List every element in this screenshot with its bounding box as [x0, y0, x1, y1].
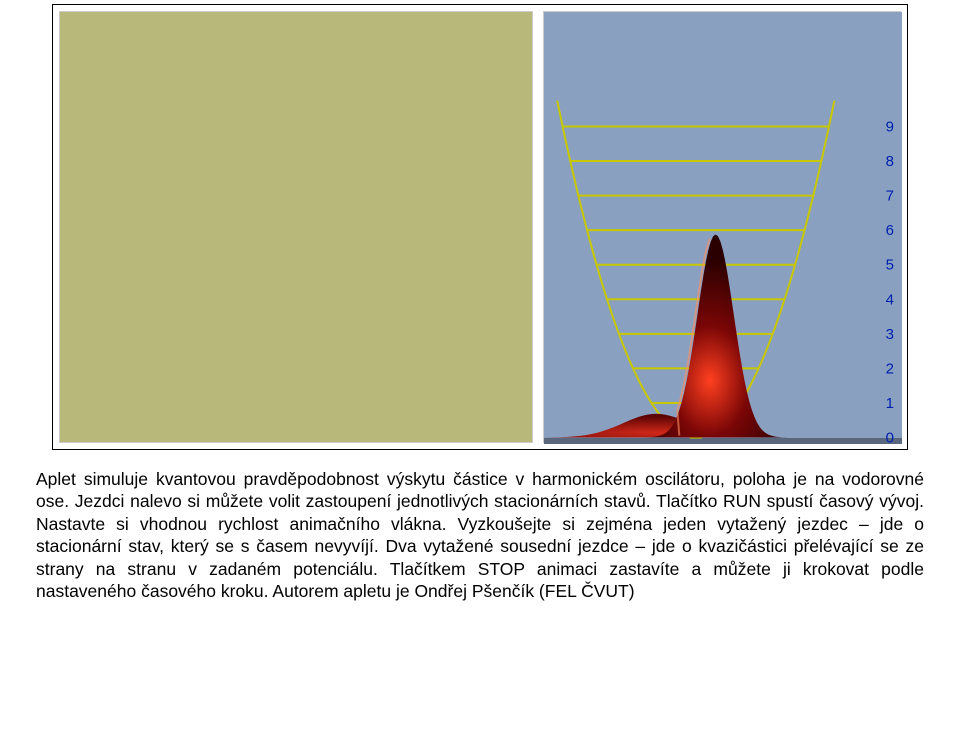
right-panel: 0 1 2 3 4 5 6 7 8 9: [543, 11, 901, 443]
axis-label: 8: [886, 153, 894, 170]
right-panel-canvas: 0 1 2 3 4 5 6 7 8 9: [544, 12, 902, 444]
axis-label: 7: [886, 188, 894, 205]
axis-label: 4: [886, 291, 894, 308]
panel-row: 0 1 2 3 4 5 6 7 8 9: [59, 11, 901, 443]
axis-label: 5: [886, 257, 894, 274]
figure-caption: Aplet simuluje kvantovou pravděpodobnost…: [36, 468, 924, 602]
figure-container: 0 1 2 3 4 5 6 7 8 9: [52, 4, 908, 450]
axis-label: 6: [886, 222, 894, 239]
axis-label: 2: [886, 360, 894, 377]
left-panel-canvas: [60, 12, 532, 442]
right-bottom-strip: [544, 438, 902, 444]
left-bg: [60, 12, 532, 442]
axis-label: 1: [886, 395, 894, 412]
left-panel: [59, 11, 533, 443]
axis-label: 9: [886, 118, 894, 135]
axis-label: 0: [886, 430, 894, 444]
axis-label: 3: [886, 326, 894, 343]
